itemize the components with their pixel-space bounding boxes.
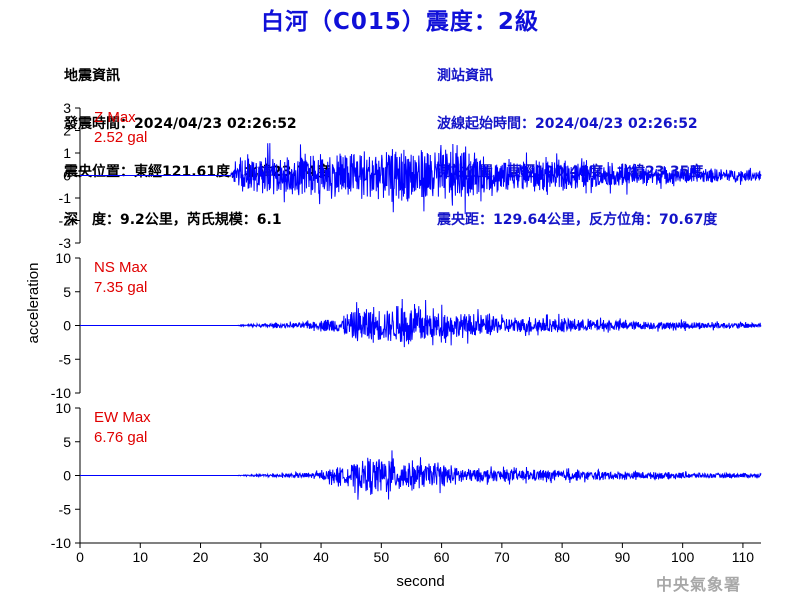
x-tick-label: 70 [494,549,510,565]
earthquake-info: 地震資訊 發震時間：2024/04/23 02:26:52 震央位置：東經121… [64,36,330,244]
max-label-ns: NS Max [94,259,148,276]
x-tick-label: 0 [76,549,84,565]
y-tick-label: 0 [63,318,71,334]
waveform-ns [80,298,762,348]
y-tick-label: -1 [59,190,72,206]
origin-time: 發震時間：2024/04/23 02:26:52 [64,116,297,132]
x-tick-label: 80 [554,549,570,565]
epicentral-distance-azimuth: 震央距：129.64公里，反方位角：70.67度 [437,212,718,228]
y-tick-label: -5 [59,501,72,517]
panel-ns [75,257,762,394]
chart-title: 白河（C015）震度：2級 [261,9,539,35]
x-tick-label: 40 [313,549,329,565]
y-tick-label: 10 [55,250,71,266]
max-value-ns: 7.35 gal [94,279,147,296]
y-tick-label: -10 [51,385,71,401]
y-tick-label: 5 [63,434,71,450]
y-tick-label: 2 [63,123,71,139]
max-value-ew: 6.76 gal [94,429,147,446]
y-tick-label: 5 [63,284,71,300]
y-tick-label: -2 [59,213,72,229]
x-tick-label: 20 [193,549,209,565]
x-tick-label: 60 [434,549,450,565]
x-tick-label: 90 [615,549,631,565]
max-value-z: 2.52 gal [94,129,147,146]
earthquake-info-heading: 地震資訊 [64,68,120,84]
y-tick-label: -5 [59,351,72,367]
x-tick-label: 10 [132,549,148,565]
y-tick-label: 3 [63,100,71,116]
x-tick-label: 30 [253,549,269,565]
max-label-ew: EW Max [94,409,151,426]
max-label-z: Z Max [94,109,136,126]
waveform-z [80,143,762,215]
waveform-ew [80,450,762,500]
x-tick-label: 50 [374,549,390,565]
x-axis-label: second [396,573,444,590]
y-tick-label: 0 [63,168,71,184]
y-axis-label: acceleration [25,263,42,344]
y-tick-label: -10 [51,535,71,551]
station-info: 測站資訊 波線起始時間：2024/04/23 02:26:52 測站位置：東經1… [437,36,717,244]
panel-ew [75,407,762,544]
y-tick-label: 1 [63,145,71,161]
y-tick-label: 10 [55,400,71,416]
station-info-heading: 測站資訊 [437,68,493,84]
wave-start-time: 波線起始時間：2024/04/23 02:26:52 [437,116,698,132]
y-tick-label: 0 [63,468,71,484]
x-tick-label: 100 [671,549,695,565]
agency-watermark: 中央氣象署 [656,575,742,594]
x-tick-label: 110 [732,549,755,565]
y-tick-label: -3 [59,235,72,251]
depth-magnitude: 深 度：9.2公里，芮氏規模：6.1 [64,212,282,228]
panel-z [75,107,762,244]
